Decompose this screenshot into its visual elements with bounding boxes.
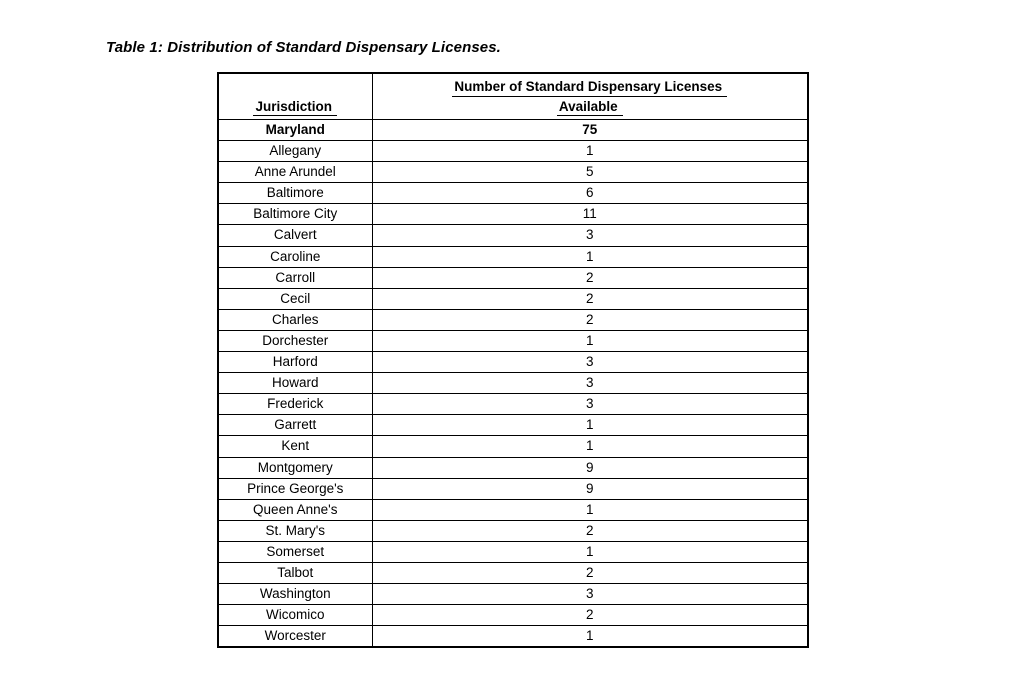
jurisdiction-cell: Harford [217,351,373,374]
licenses-cell: 1 [371,435,809,458]
dispensary-license-table: Jurisdiction Number of Standard Dispensa… [217,72,809,649]
table-row: Queen Anne's 1 [217,498,809,521]
jurisdiction-cell: Allegany [217,140,373,163]
table-row: Frederick 3 [217,393,809,416]
table-row: Montgomery 9 [217,456,809,479]
table-row: Baltimore 6 [217,182,809,205]
table-row: Calvert 3 [217,224,809,247]
licenses-cell: 1 [371,625,809,648]
licenses-cell: 1 [371,245,809,268]
header-row: Jurisdiction Number of Standard Dispensa… [217,72,809,120]
table-row: Wicomico 2 [217,604,809,627]
licenses-cell: 11 [371,203,809,226]
licenses-cell: 3 [371,351,809,374]
table-row: Maryland 75 [217,118,809,142]
licenses-cell: 3 [371,224,809,247]
licenses-cell: 1 [371,329,809,353]
table-row: Allegany 1 [217,140,809,163]
licenses-cell: 5 [371,161,809,184]
licenses-cell: 1 [371,498,809,521]
jurisdiction-column-header: Jurisdiction [217,72,373,120]
jurisdiction-cell: Queen Anne's [217,498,373,521]
jurisdiction-cell: Charles [217,308,373,331]
licenses-cell: 2 [371,266,809,289]
licenses-cell: 75 [371,118,809,142]
jurisdiction-cell: Cecil [217,287,373,310]
jurisdiction-cell: Baltimore City [217,203,373,226]
licenses-cell: 2 [371,308,809,331]
jurisdiction-cell: Calvert [217,224,373,247]
table-row: Washington 3 [217,583,809,606]
table-row: Cecil 2 [217,287,809,310]
table-body: Maryland 75 Allegany 1 Anne Arundel 5 Baltimor… [217,118,809,648]
licenses-header-line2: Available [556,98,623,116]
jurisdiction-cell: Prince George's [217,477,373,500]
jurisdiction-cell: Worcester [217,625,373,648]
licenses-header-line1: Number of Standard Dispensary Licenses [452,78,728,97]
table-row: St. Mary's 2 [217,519,809,542]
jurisdiction-cell: Anne Arundel [217,161,373,184]
licenses-cell: 1 [371,540,809,563]
jurisdiction-cell: Frederick [217,393,373,416]
table-row: Kent 1 [217,435,809,458]
jurisdiction-cell: St. Mary's [217,519,373,542]
licenses-cell: 3 [371,393,809,416]
licenses-cell: 9 [371,477,809,500]
table-row: Dorchester 1 [217,329,809,353]
licenses-cell: 3 [371,583,809,606]
jurisdiction-cell: Caroline [217,245,373,268]
jurisdiction-header-label: Jurisdiction [253,98,337,116]
licenses-cell: 2 [371,561,809,585]
jurisdiction-cell: Maryland [217,118,373,142]
jurisdiction-cell: Kent [217,435,373,458]
licenses-cell: 9 [371,456,809,479]
jurisdiction-cell: Talbot [217,561,373,585]
licenses-cell: 6 [371,182,809,205]
jurisdiction-cell: Wicomico [217,604,373,627]
jurisdiction-cell: Montgomery [217,456,373,479]
table-row: Garrett 1 [217,414,809,437]
table-row: Talbot 2 [217,561,809,585]
jurisdiction-cell: Somerset [217,540,373,563]
jurisdiction-cell: Baltimore [217,182,373,205]
jurisdiction-cell: Garrett [217,414,373,437]
licenses-cell: 3 [371,372,809,395]
jurisdiction-cell: Carroll [217,266,373,289]
table-row: Caroline 1 [217,245,809,268]
table-caption: Table 1: Distribution of Standard Dispen… [106,39,501,56]
table-row: Anne Arundel 5 [217,161,809,184]
table-row: Somerset 1 [217,540,809,563]
licenses-cell: 1 [371,414,809,437]
licenses-cell: 1 [371,140,809,163]
licenses-cell: 2 [371,287,809,310]
jurisdiction-cell: Dorchester [217,329,373,353]
jurisdiction-cell: Howard [217,372,373,395]
table-row: Baltimore City 11 [217,203,809,226]
jurisdiction-cell: Washington [217,583,373,606]
table-row: Harford 3 [217,351,809,374]
licenses-cell: 2 [371,604,809,627]
table-header: Jurisdiction Number of Standard Dispensa… [217,72,809,120]
table-row: Howard 3 [217,372,809,395]
table-row: Carroll 2 [217,266,809,289]
licenses-cell: 2 [371,519,809,542]
table-row: Worcester 1 [217,625,809,648]
table-row: Prince George's 9 [217,477,809,500]
table-row: Charles 2 [217,308,809,331]
licenses-column-header: Number of Standard Dispensary Licenses A… [371,72,809,120]
